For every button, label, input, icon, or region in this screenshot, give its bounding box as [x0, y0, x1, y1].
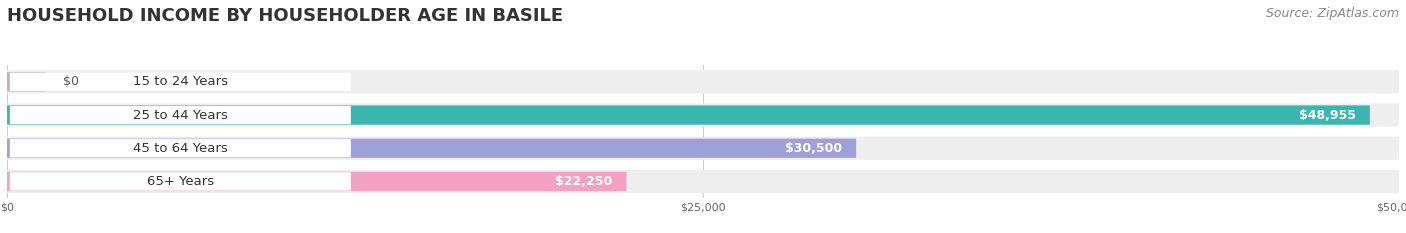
FancyBboxPatch shape — [7, 72, 46, 92]
Text: HOUSEHOLD INCOME BY HOUSEHOLDER AGE IN BASILE: HOUSEHOLD INCOME BY HOUSEHOLDER AGE IN B… — [7, 7, 564, 25]
Text: $48,955: $48,955 — [1299, 109, 1355, 122]
FancyBboxPatch shape — [7, 70, 1399, 93]
FancyBboxPatch shape — [7, 105, 1369, 125]
Text: 15 to 24 Years: 15 to 24 Years — [132, 75, 228, 88]
FancyBboxPatch shape — [7, 172, 627, 191]
FancyBboxPatch shape — [7, 170, 1399, 193]
FancyBboxPatch shape — [10, 172, 352, 191]
Text: $30,500: $30,500 — [785, 142, 842, 155]
FancyBboxPatch shape — [10, 73, 352, 91]
Text: 45 to 64 Years: 45 to 64 Years — [134, 142, 228, 155]
Text: $0: $0 — [63, 75, 79, 88]
FancyBboxPatch shape — [7, 103, 1399, 127]
Text: $22,250: $22,250 — [555, 175, 613, 188]
Text: 65+ Years: 65+ Years — [146, 175, 214, 188]
Text: 25 to 44 Years: 25 to 44 Years — [134, 109, 228, 122]
FancyBboxPatch shape — [7, 139, 856, 158]
FancyBboxPatch shape — [10, 106, 352, 124]
FancyBboxPatch shape — [10, 139, 352, 158]
FancyBboxPatch shape — [7, 137, 1399, 160]
Text: Source: ZipAtlas.com: Source: ZipAtlas.com — [1265, 7, 1399, 20]
